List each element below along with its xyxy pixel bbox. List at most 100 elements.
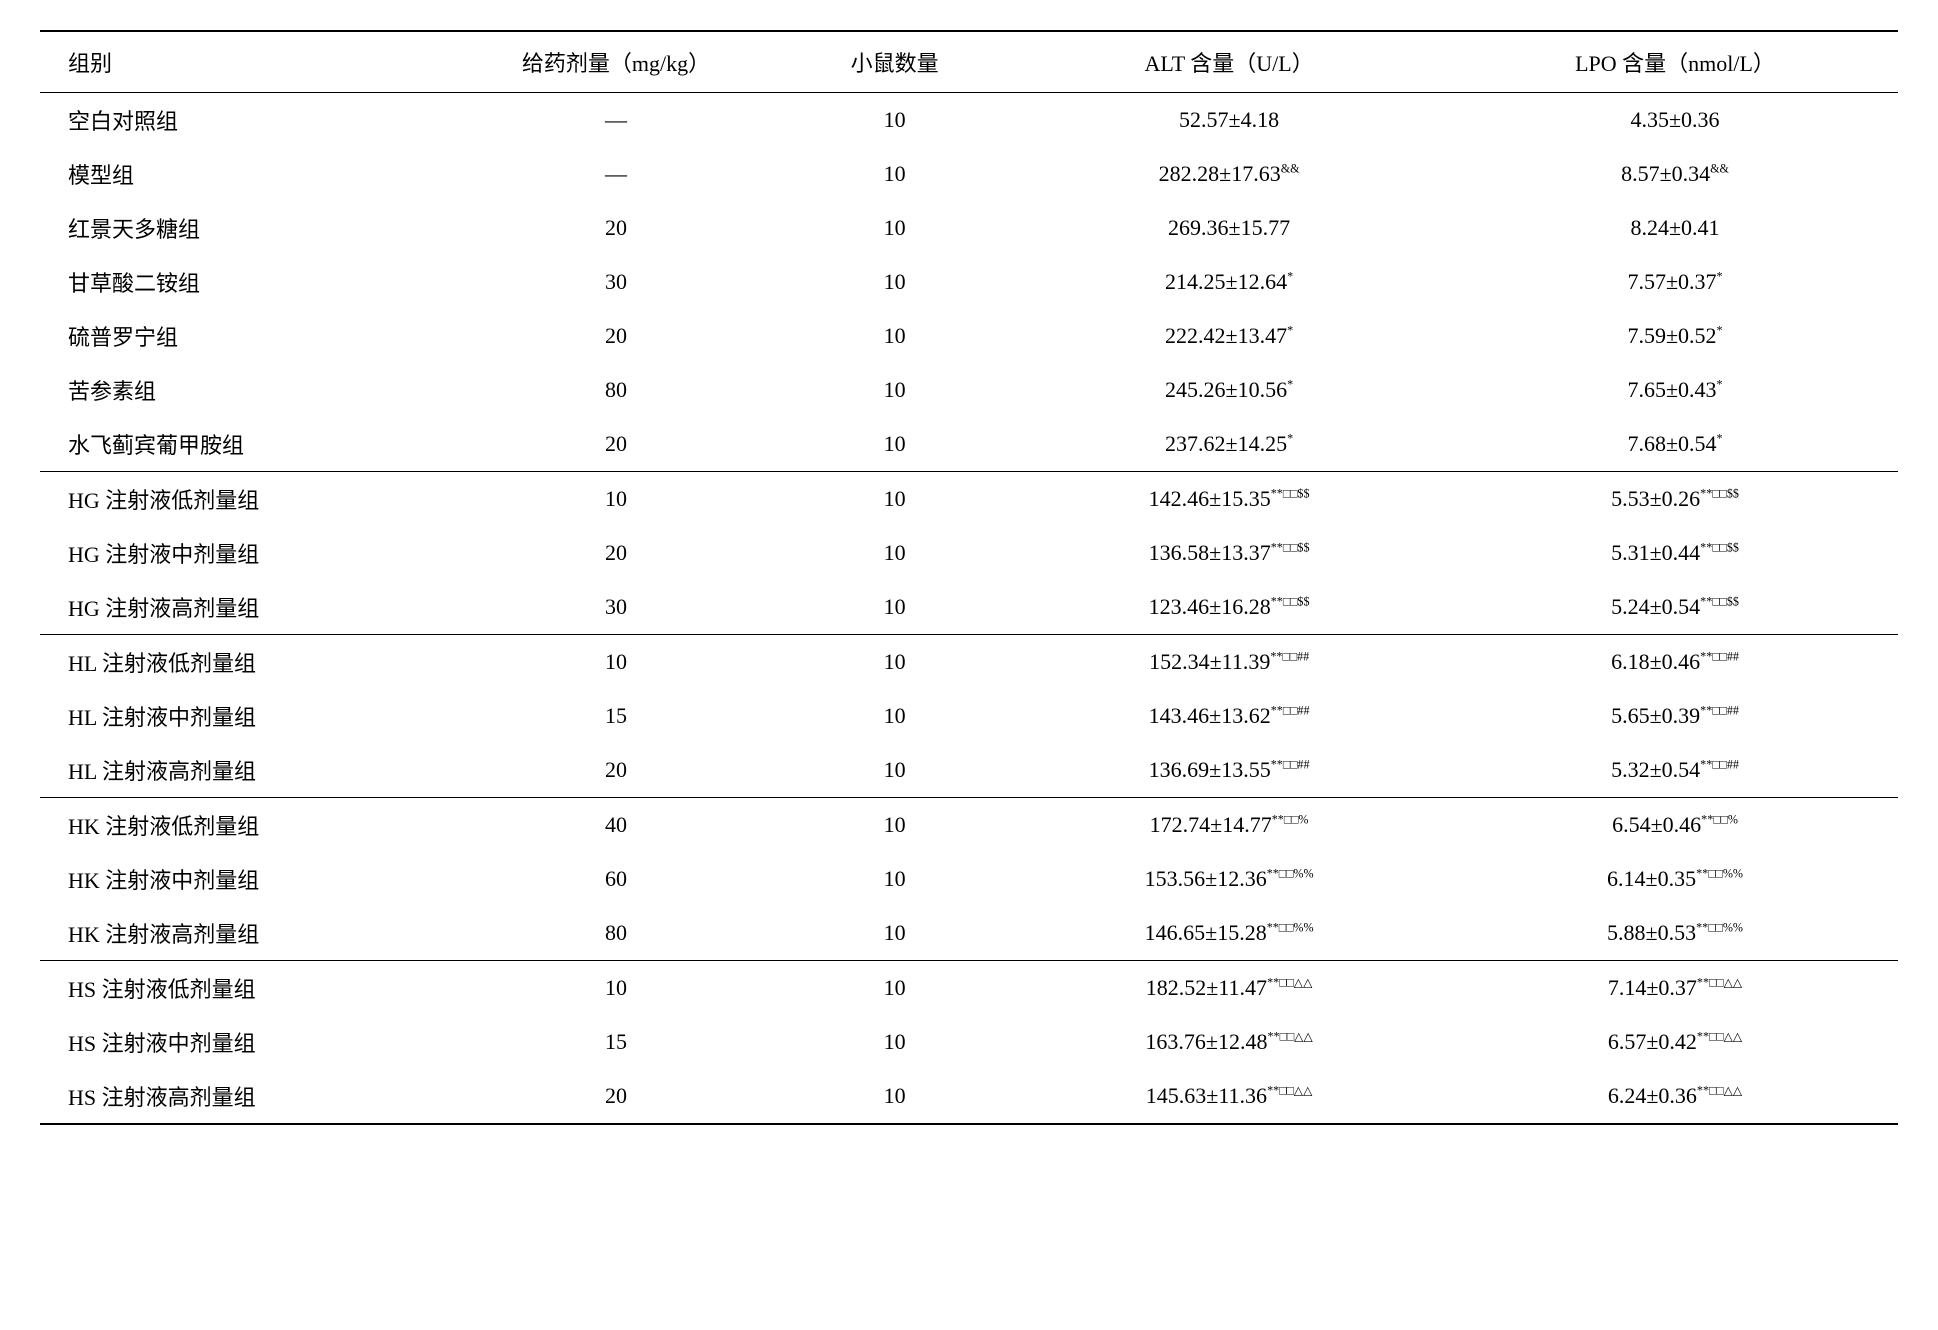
- lpo-superscript: **□□$$: [1700, 595, 1739, 609]
- cell-group: HL 注射液高剂量组: [40, 743, 449, 798]
- cell-group: 模型组: [40, 147, 449, 201]
- cell-lpo: 7.65±0.43*: [1452, 363, 1898, 417]
- cell-group: HK 注射液高剂量组: [40, 906, 449, 961]
- alt-value: 269.36±15.77: [1168, 215, 1290, 240]
- cell-lpo: 7.57±0.37*: [1452, 255, 1898, 309]
- lpo-superscript: &&: [1710, 162, 1729, 176]
- cell-mice: 10: [783, 689, 1006, 743]
- cell-alt: 142.46±15.35**□□$$: [1006, 472, 1452, 527]
- cell-dose: 15: [449, 1015, 783, 1069]
- alt-superscript: *: [1287, 324, 1293, 338]
- alt-superscript: **□□△△: [1267, 1030, 1312, 1044]
- cell-dose: 10: [449, 635, 783, 690]
- cell-lpo: 7.68±0.54*: [1452, 417, 1898, 472]
- alt-value: 172.74±14.77: [1150, 812, 1272, 837]
- lpo-value: 6.18±0.46: [1611, 649, 1700, 674]
- cell-alt: 222.42±13.47*: [1006, 309, 1452, 363]
- cell-mice: 10: [783, 201, 1006, 255]
- cell-mice: 10: [783, 635, 1006, 690]
- alt-value: 153.56±12.36: [1145, 866, 1267, 891]
- lpo-superscript: **□□△△: [1697, 976, 1742, 990]
- alt-value: 282.28±17.63: [1159, 161, 1281, 186]
- alt-value: 136.58±13.37: [1149, 540, 1271, 565]
- cell-lpo: 7.14±0.37**□□△△: [1452, 961, 1898, 1016]
- cell-mice: 10: [783, 363, 1006, 417]
- cell-dose: —: [449, 147, 783, 201]
- cell-alt: 145.63±11.36**□□△△: [1006, 1069, 1452, 1124]
- cell-group: 苦参素组: [40, 363, 449, 417]
- alt-value: 163.76±12.48: [1145, 1029, 1267, 1054]
- cell-alt: 52.57±4.18: [1006, 93, 1452, 148]
- alt-superscript: **□□##: [1271, 758, 1310, 772]
- table-row: HL 注射液高剂量组2010136.69±13.55**□□##5.32±0.5…: [40, 743, 1898, 798]
- cell-mice: 10: [783, 1015, 1006, 1069]
- alt-superscript: **□□%: [1272, 813, 1309, 827]
- alt-superscript: *: [1287, 270, 1293, 284]
- cell-alt: 282.28±17.63&&: [1006, 147, 1452, 201]
- alt-superscript: **□□$$: [1271, 487, 1310, 501]
- cell-mice: 10: [783, 93, 1006, 148]
- alt-superscript: **□□△△: [1267, 1084, 1312, 1098]
- alt-value: 222.42±13.47: [1165, 323, 1287, 348]
- table-row: HS 注射液低剂量组1010182.52±11.47**□□△△7.14±0.3…: [40, 961, 1898, 1016]
- cell-dose: 30: [449, 580, 783, 635]
- cell-alt: 143.46±13.62**□□##: [1006, 689, 1452, 743]
- lpo-superscript: **□□△△: [1697, 1030, 1742, 1044]
- cell-group: HK 注射液中剂量组: [40, 852, 449, 906]
- cell-mice: 10: [783, 798, 1006, 853]
- cell-group: 甘草酸二铵组: [40, 255, 449, 309]
- table-row: 苦参素组8010245.26±10.56*7.65±0.43*: [40, 363, 1898, 417]
- alt-superscript: **□□%%: [1267, 867, 1314, 881]
- alt-value: 142.46±15.35: [1149, 486, 1271, 511]
- lpo-value: 5.53±0.26: [1611, 486, 1700, 511]
- alt-value: 136.69±13.55: [1149, 757, 1271, 782]
- lpo-value: 7.14±0.37: [1608, 975, 1697, 1000]
- cell-dose: 80: [449, 363, 783, 417]
- cell-mice: 10: [783, 147, 1006, 201]
- alt-superscript: *: [1287, 378, 1293, 392]
- header-group: 组别: [40, 31, 449, 93]
- cell-group: 硫普罗宁组: [40, 309, 449, 363]
- lpo-value: 5.88±0.53: [1607, 920, 1696, 945]
- cell-dose: —: [449, 93, 783, 148]
- table-row: 水飞蓟宾葡甲胺组2010237.62±14.25*7.68±0.54*: [40, 417, 1898, 472]
- cell-group: HG 注射液中剂量组: [40, 526, 449, 580]
- lpo-value: 7.68±0.54: [1627, 431, 1716, 456]
- alt-superscript: **□□##: [1271, 704, 1310, 718]
- cell-mice: 10: [783, 743, 1006, 798]
- table-row: HS 注射液中剂量组1510163.76±12.48**□□△△6.57±0.4…: [40, 1015, 1898, 1069]
- alt-value: 182.52±11.47: [1146, 975, 1267, 1000]
- alt-value: 145.63±11.36: [1146, 1083, 1267, 1108]
- cell-lpo: 6.14±0.35**□□%%: [1452, 852, 1898, 906]
- cell-alt: 269.36±15.77: [1006, 201, 1452, 255]
- lpo-value: 6.54±0.46: [1612, 812, 1701, 837]
- cell-lpo: 6.18±0.46**□□##: [1452, 635, 1898, 690]
- cell-dose: 20: [449, 526, 783, 580]
- cell-alt: 237.62±14.25*: [1006, 417, 1452, 472]
- header-alt: ALT 含量（U/L）: [1006, 31, 1452, 93]
- cell-dose: 10: [449, 472, 783, 527]
- lpo-value: 8.57±0.34: [1621, 161, 1710, 186]
- cell-alt: 153.56±12.36**□□%%: [1006, 852, 1452, 906]
- cell-dose: 20: [449, 1069, 783, 1124]
- lpo-value: 7.65±0.43: [1627, 377, 1716, 402]
- cell-lpo: 6.57±0.42**□□△△: [1452, 1015, 1898, 1069]
- cell-dose: 60: [449, 852, 783, 906]
- alt-value: 123.46±16.28: [1149, 594, 1271, 619]
- cell-dose: 20: [449, 743, 783, 798]
- cell-lpo: 5.31±0.44**□□$$: [1452, 526, 1898, 580]
- lpo-value: 7.57±0.37: [1627, 269, 1716, 294]
- table-row: HK 注射液高剂量组8010146.65±15.28**□□%%5.88±0.5…: [40, 906, 1898, 961]
- lpo-value: 7.59±0.52: [1627, 323, 1716, 348]
- cell-dose: 20: [449, 417, 783, 472]
- cell-mice: 10: [783, 417, 1006, 472]
- cell-alt: 136.58±13.37**□□$$: [1006, 526, 1452, 580]
- cell-lpo: 7.59±0.52*: [1452, 309, 1898, 363]
- cell-lpo: 4.35±0.36: [1452, 93, 1898, 148]
- table-row: HK 注射液低剂量组4010172.74±14.77**□□%6.54±0.46…: [40, 798, 1898, 853]
- table-body: 空白对照组—1052.57±4.184.35±0.36模型组—10282.28±…: [40, 93, 1898, 1125]
- cell-mice: 10: [783, 309, 1006, 363]
- cell-mice: 10: [783, 961, 1006, 1016]
- lpo-superscript: *: [1717, 432, 1723, 446]
- cell-mice: 10: [783, 472, 1006, 527]
